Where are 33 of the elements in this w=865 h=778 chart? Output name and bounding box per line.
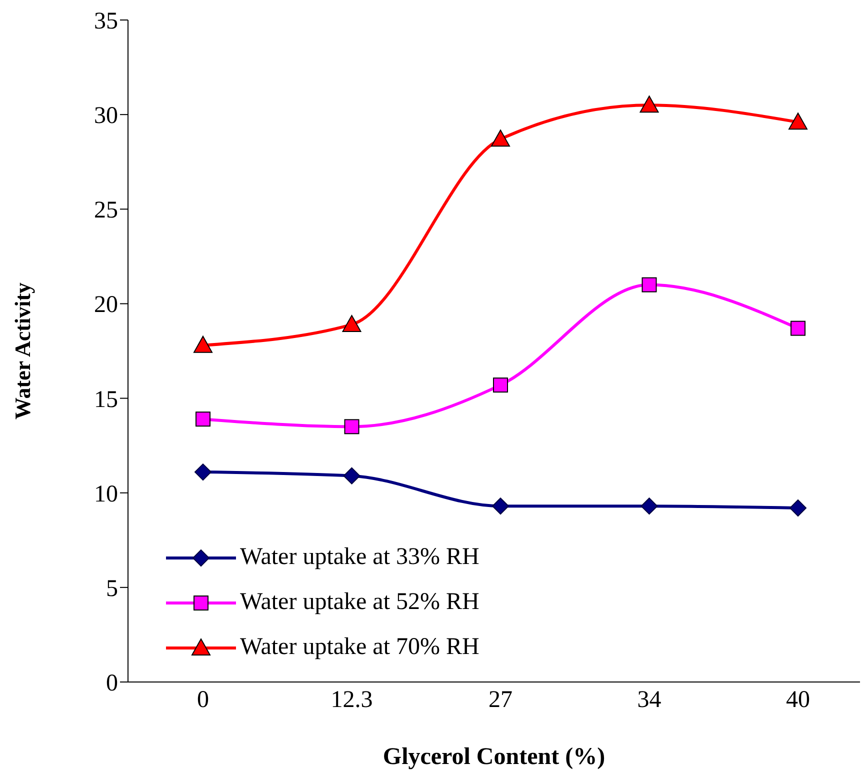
y-tick-label: 5 — [106, 576, 118, 602]
point — [194, 464, 212, 481]
y-tick-label: 30 — [94, 103, 118, 130]
point — [343, 467, 360, 484]
point — [642, 277, 657, 292]
point — [342, 315, 362, 332]
point — [492, 498, 509, 515]
point — [640, 96, 659, 113]
x-tick-label: 12.3 — [330, 687, 373, 714]
point — [790, 499, 806, 516]
point — [788, 112, 808, 130]
legend-label: Water uptake at 33% RH — [240, 544, 480, 571]
point — [196, 412, 210, 427]
x-tick-label: 34 — [637, 687, 662, 714]
point — [640, 498, 658, 515]
legend-label: Water uptake at 70% RH — [240, 634, 480, 661]
point — [344, 419, 360, 434]
point — [790, 320, 806, 336]
point — [491, 130, 510, 147]
y-axis-title: Water Activity — [10, 282, 35, 420]
point — [493, 378, 508, 393]
y-tick-label: 15 — [94, 386, 118, 413]
y-tick-label: 10 — [94, 481, 118, 508]
y-tick-label: 0 — [106, 670, 118, 697]
y-tick-label: 35 — [94, 8, 118, 35]
x-tick-label: 40 — [786, 687, 810, 714]
point — [194, 336, 212, 353]
x-tick-label: 0 — [197, 687, 209, 714]
x-axis-title: Glycerol Content (%) — [382, 744, 606, 770]
y-tick-label: 25 — [94, 198, 118, 224]
legend-label: Water uptake at 52% RH — [240, 589, 480, 616]
y-tick-label: 20 — [94, 292, 118, 318]
x-tick-label: 27 — [488, 687, 512, 714]
